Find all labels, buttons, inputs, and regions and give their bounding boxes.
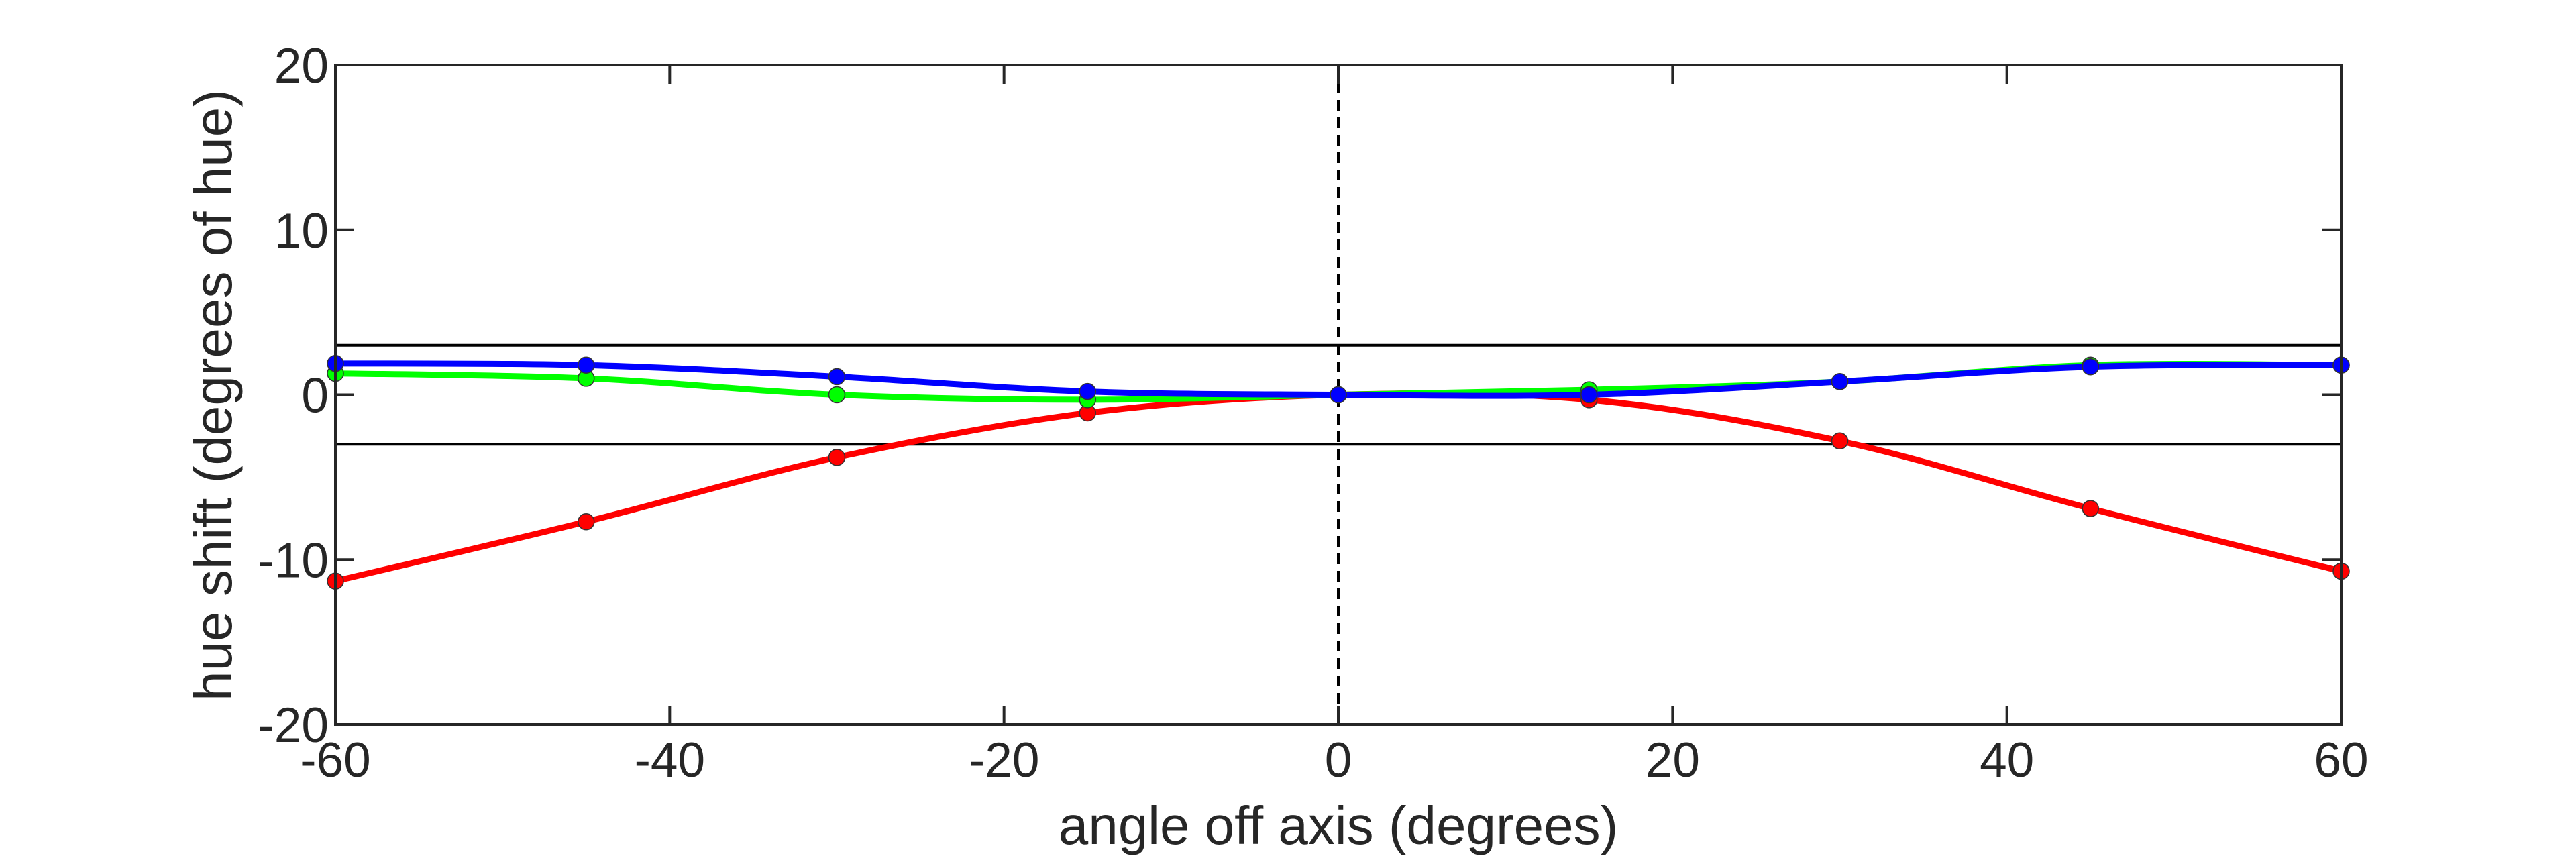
x-tick-label: 60 — [2314, 733, 2368, 788]
data-point — [828, 386, 846, 404]
x-tick-label: 40 — [1980, 733, 2034, 788]
data-points — [327, 355, 2350, 590]
data-point — [828, 449, 846, 466]
y-tick-labels: -20 -10 0 10 20 — [258, 39, 329, 753]
axis-ticks — [334, 64, 2343, 726]
x-axis-label: angle off axis (degrees) — [1059, 796, 1619, 855]
y-tick-label: 0 — [301, 369, 329, 423]
y-tick-label: 20 — [274, 39, 329, 93]
data-point — [1580, 386, 1598, 404]
x-tick-label: -20 — [969, 733, 1040, 788]
data-point — [1330, 386, 1347, 404]
x-tick-label: -40 — [635, 733, 706, 788]
data-point — [828, 368, 846, 386]
x-tick-label: 20 — [1646, 733, 1700, 788]
x-tick-label: 0 — [1325, 733, 1352, 788]
x-tick-label: -60 — [300, 733, 371, 788]
y-axis-label: hue shift (degrees of hue) — [183, 89, 243, 701]
y-tick-label: 10 — [274, 204, 329, 258]
reference-lines — [335, 65, 2341, 724]
data-point — [2082, 358, 2099, 376]
y-tick-label: -10 — [258, 533, 329, 588]
data-point — [2082, 500, 2099, 517]
data-point — [1079, 382, 1096, 400]
data-point — [578, 513, 595, 531]
data-point — [578, 356, 595, 374]
data-point — [1831, 432, 1849, 450]
y-tick-label: -20 — [258, 698, 329, 753]
data-point — [1831, 373, 1849, 390]
x-tick-labels: -60 -40 -20 0 20 40 60 — [300, 733, 2368, 788]
